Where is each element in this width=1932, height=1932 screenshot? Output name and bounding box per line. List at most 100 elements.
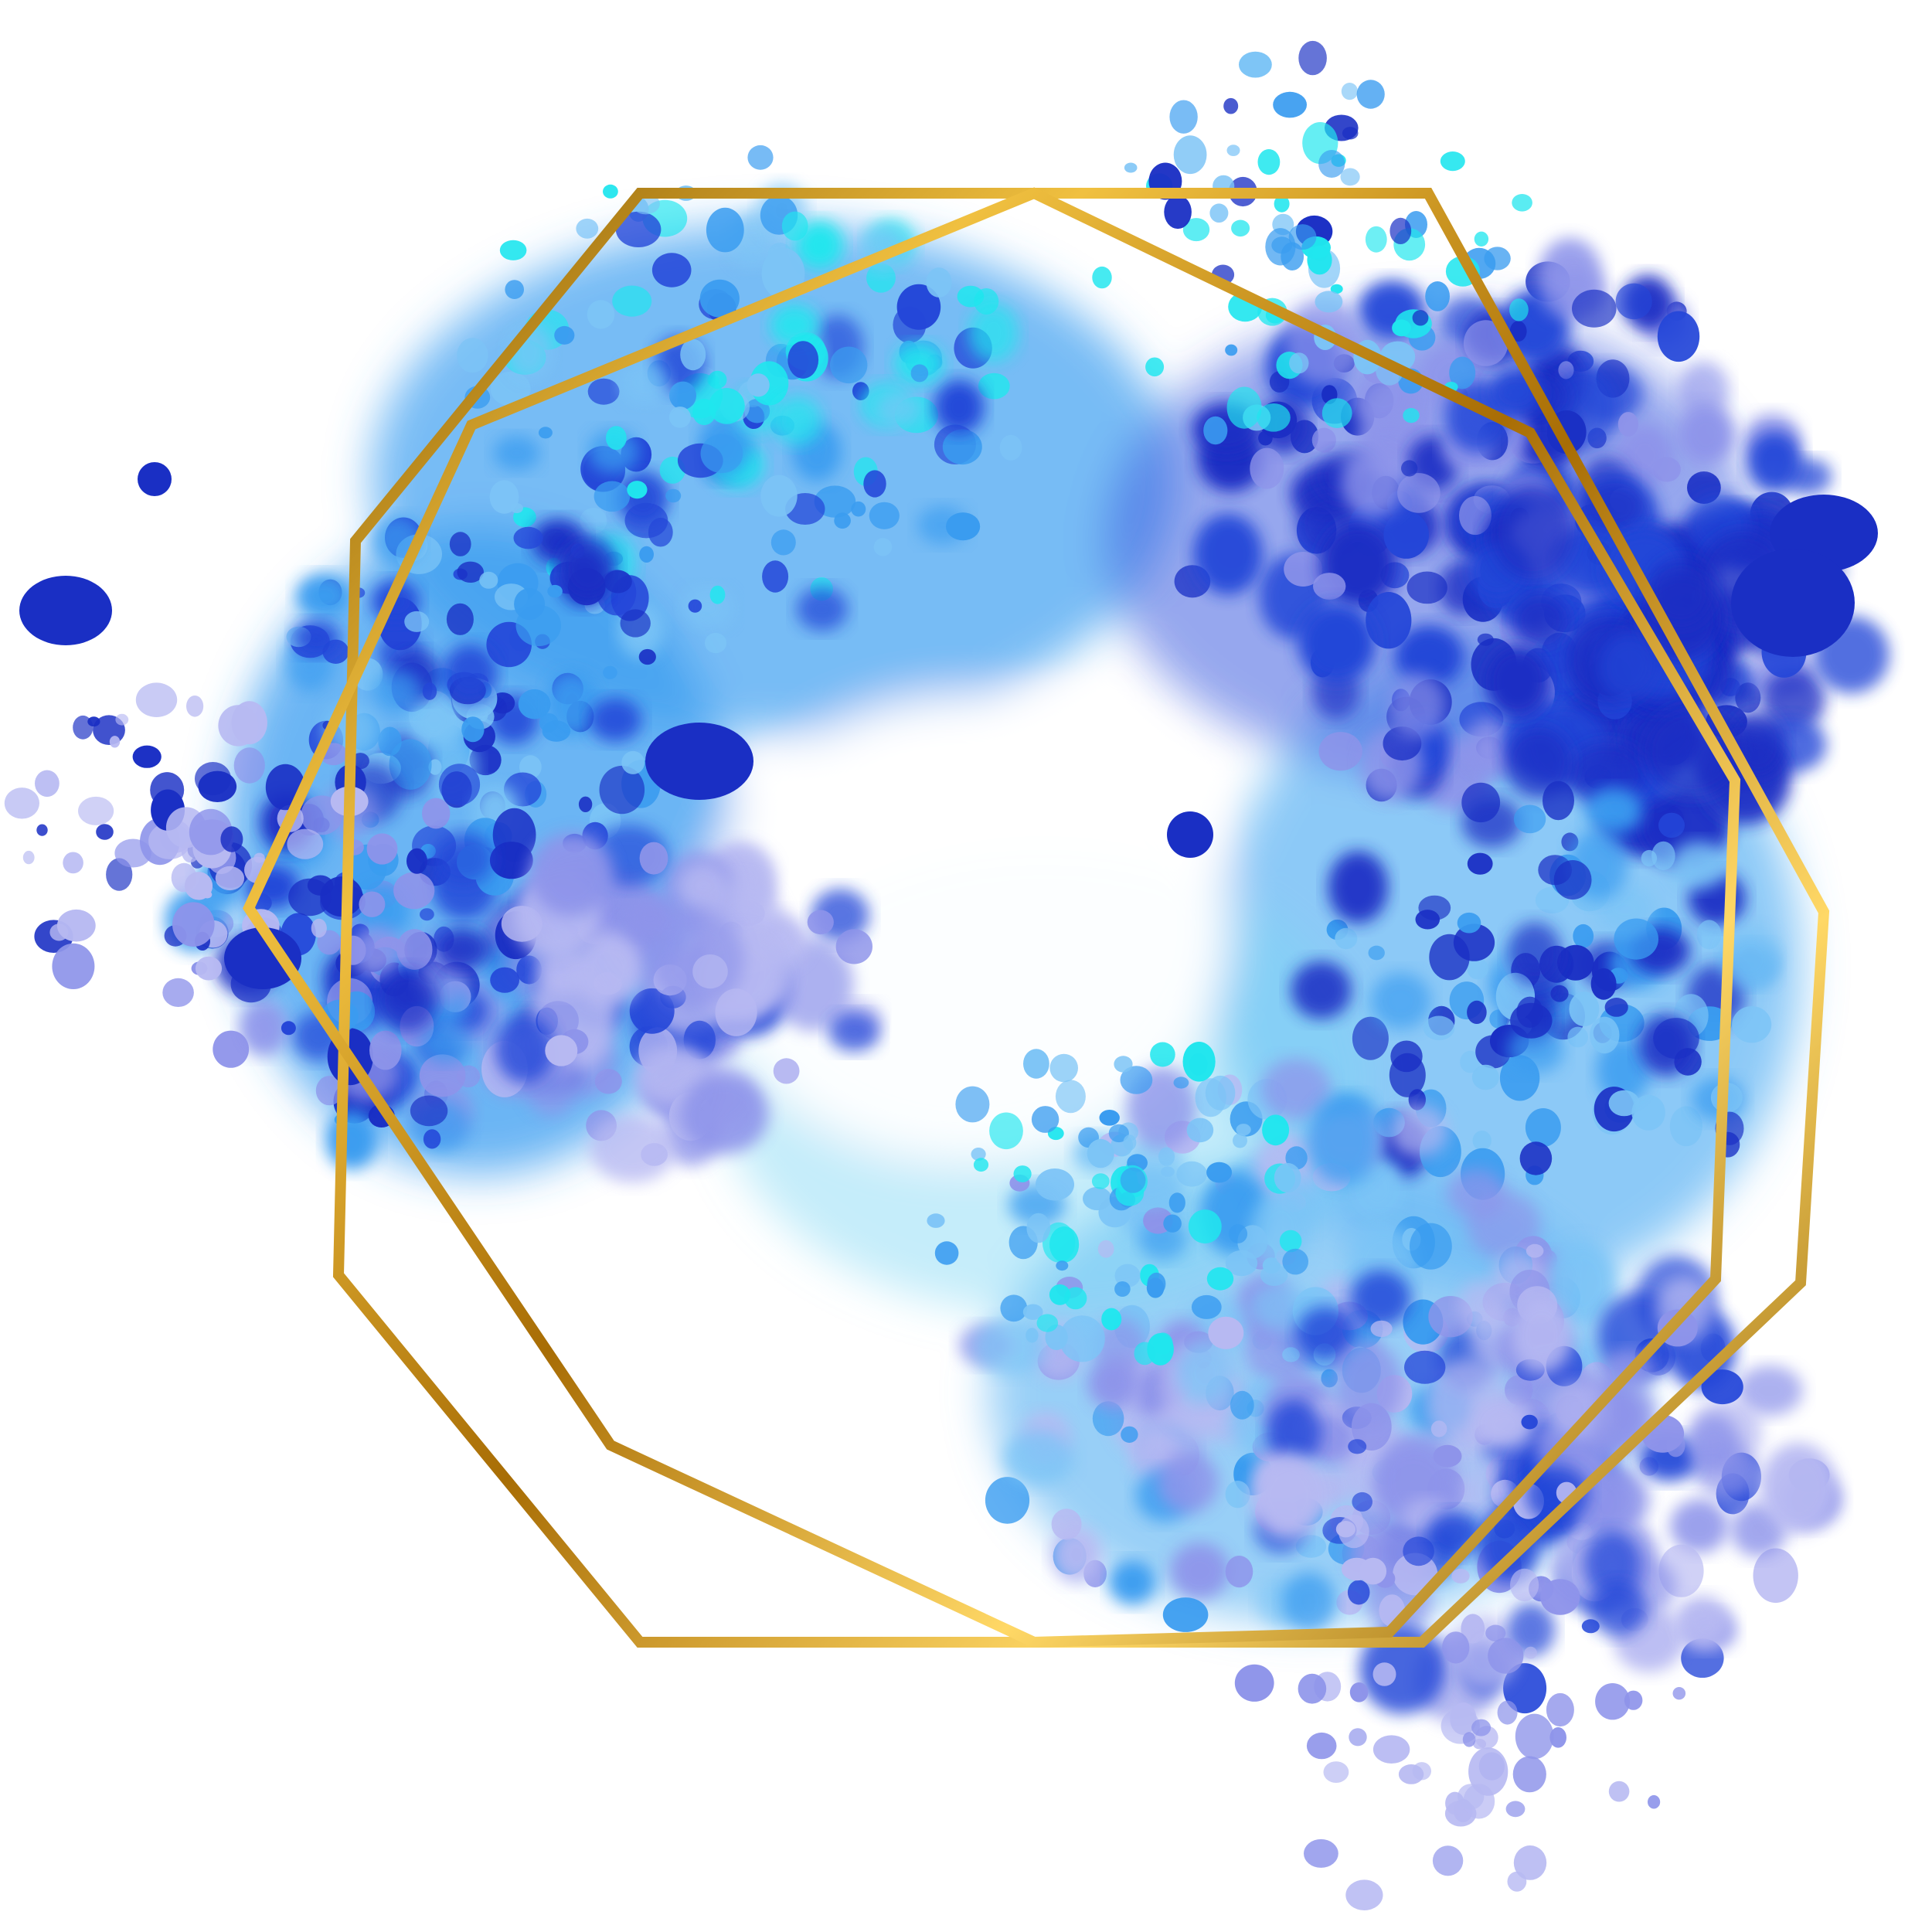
paint-blotch (573, 931, 643, 1007)
paint-blotch (772, 396, 822, 446)
paint-blotch (1158, 1451, 1219, 1513)
paint-blotch (1653, 1018, 1699, 1060)
paint-blotch (213, 1030, 250, 1068)
paint-blotch (1370, 972, 1431, 1029)
paint-blotch (195, 956, 223, 981)
paint-blotch (106, 858, 133, 891)
paint-blotch (138, 462, 172, 496)
paint-blotch (1150, 1042, 1175, 1067)
paint-blotch (1672, 1687, 1686, 1700)
paint-blotch (692, 954, 728, 989)
paint-blotch (1675, 1595, 1730, 1648)
paint-blotch (1182, 1042, 1216, 1082)
paint-blotch (873, 538, 893, 556)
paint-blotch (186, 696, 204, 717)
paint-blotch (1658, 812, 1685, 838)
gold-heptagon-frame (242, 187, 1741, 1648)
paint-blotch (1258, 430, 1273, 446)
paint-blotch (1508, 1026, 1564, 1073)
paint-blotch (796, 587, 849, 631)
paint-blotch (627, 481, 648, 499)
paint-blotch (578, 796, 593, 813)
paint-blotch (1510, 1568, 1539, 1602)
paint-blotch (665, 488, 682, 503)
paint-blotch (1509, 321, 1527, 342)
paint-blotch (1460, 1050, 1481, 1073)
paint-blotch (1488, 1638, 1524, 1674)
paint-blotch (1208, 1316, 1244, 1349)
gold-frames (242, 187, 1830, 1648)
paint-blotch (1279, 1230, 1302, 1253)
paint-blotch (1097, 1240, 1114, 1258)
paint-blotch (198, 770, 237, 802)
paint-blotch (1604, 998, 1628, 1017)
paint-blotch (974, 1318, 1046, 1376)
paint-blotch (224, 927, 301, 989)
paint-blotch (1388, 672, 1446, 740)
paint-blotch (449, 532, 471, 556)
paint-blotch (680, 1073, 769, 1154)
paint-blotch (615, 211, 662, 247)
paint-blotch (1449, 356, 1476, 389)
paint-blotch (1101, 1308, 1122, 1331)
paint-blotch (1108, 1124, 1129, 1143)
paint-blotch (1433, 1444, 1462, 1468)
paint-blotch (1341, 83, 1358, 100)
paint-blotch (435, 927, 489, 971)
paint-blotch (1461, 782, 1501, 823)
paint-blotch (828, 1012, 880, 1053)
paint-blotch (1442, 1631, 1470, 1664)
paint-blotch (830, 346, 868, 384)
paint-blotch (490, 967, 519, 993)
paint-blotch (934, 379, 985, 434)
paint-blotch (63, 852, 83, 874)
paint-blotch (1282, 1347, 1300, 1362)
paint-blotch (639, 546, 654, 563)
paint-blotch (762, 560, 789, 593)
paint-blotch (576, 218, 599, 239)
paint-blotch (281, 1021, 296, 1036)
paint-blotch (1572, 289, 1617, 328)
paint-blotch (669, 381, 696, 410)
paint-blotch (1567, 1026, 1588, 1048)
paint-blotch (910, 364, 929, 383)
paint-blotch (1553, 860, 1592, 900)
paint-blotch (1206, 1267, 1234, 1291)
paint-blotch (1000, 1294, 1028, 1322)
paint-blotch (1608, 1781, 1630, 1802)
paint-blotch (446, 603, 474, 635)
paint-blotch (1701, 1369, 1743, 1405)
paint-blotch (683, 1020, 716, 1060)
paint-blotch (1203, 416, 1228, 445)
paint-blotch (317, 930, 342, 955)
paint-blotch (1583, 1530, 1640, 1597)
paint-blotch (604, 570, 632, 594)
paint-blotch (1120, 1066, 1153, 1094)
paint-blotch (505, 280, 524, 299)
paint-blotch (795, 220, 844, 270)
paint-blotch (1186, 1117, 1214, 1143)
paint-blotch (1002, 1430, 1073, 1486)
paint-blotch (692, 398, 716, 426)
paint-blotch (1226, 145, 1240, 157)
paint-blotch (135, 682, 178, 717)
paint-blotch (218, 705, 259, 747)
paint-blotch (1503, 1663, 1547, 1714)
paint-blotch (492, 808, 536, 862)
paint-blotch (372, 669, 421, 713)
paint-blotch (1099, 1110, 1120, 1126)
paint-blotch (1193, 514, 1263, 595)
paint-blotch (807, 910, 834, 935)
paint-blotch (479, 571, 498, 589)
paint-blotch (514, 588, 546, 621)
paint-blotch (132, 745, 162, 768)
paint-blotch (1265, 228, 1296, 266)
paint-blotch (457, 338, 488, 373)
paint-blotch (869, 502, 900, 529)
paint-blotch (1512, 193, 1532, 212)
paint-blotch (1026, 1328, 1039, 1343)
paint-blotch (760, 474, 798, 517)
paint-blotch (396, 929, 433, 970)
paint-blotch (307, 875, 334, 896)
